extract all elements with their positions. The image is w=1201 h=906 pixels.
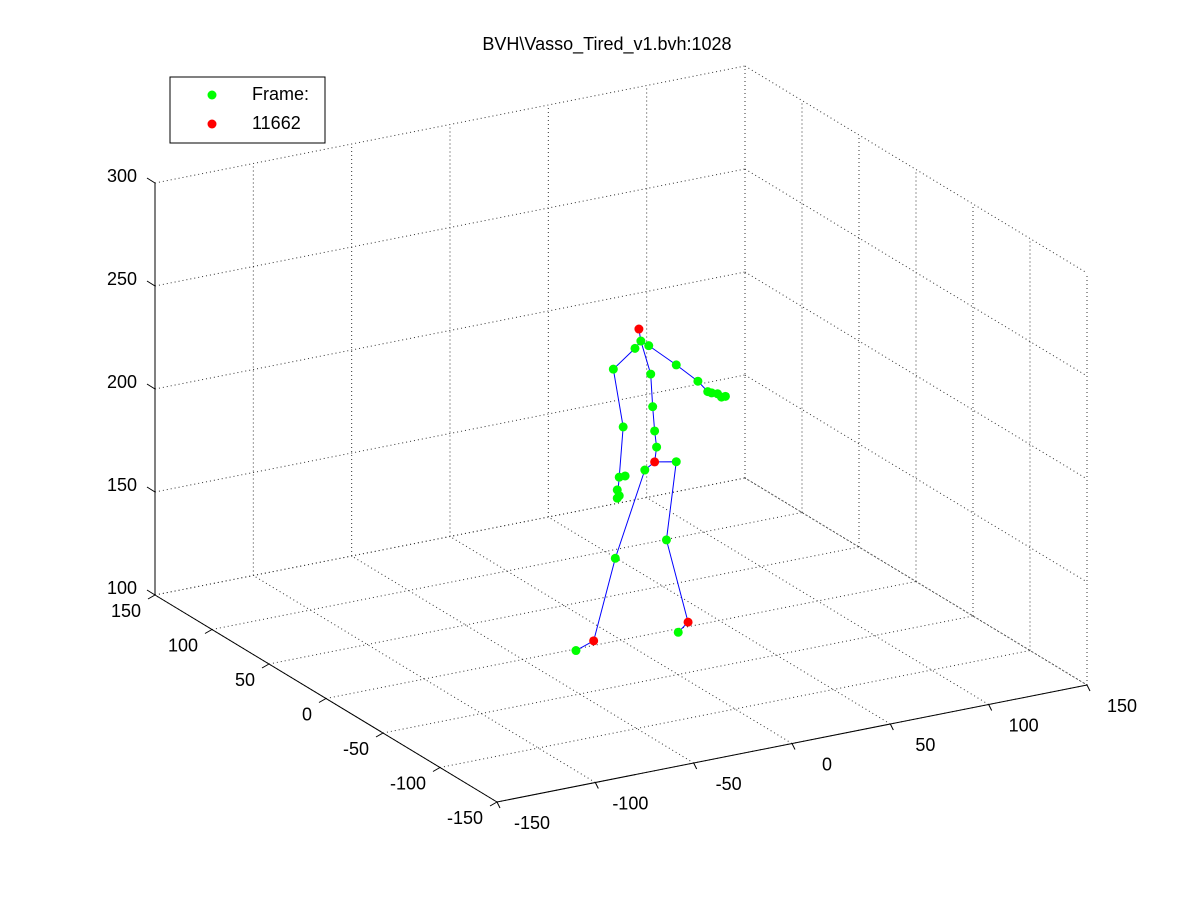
joint-marker xyxy=(612,493,622,503)
joint-marker xyxy=(650,426,660,436)
joint-marker xyxy=(640,465,650,475)
chart-title: BVH\Vasso_Tired_v1.bvh:1028 xyxy=(482,34,731,55)
joint-marker xyxy=(671,457,681,467)
x-tick xyxy=(496,801,501,809)
grid-line xyxy=(154,168,746,287)
x-tick xyxy=(1086,684,1091,692)
joint-marker xyxy=(671,360,681,370)
joint-marker xyxy=(693,376,703,386)
legend-marker xyxy=(207,90,217,100)
joint-marker xyxy=(618,422,628,432)
y-tick-label: 50 xyxy=(235,670,255,690)
y-tick xyxy=(147,594,156,600)
joint-marker xyxy=(620,471,630,481)
y-tick-label: -50 xyxy=(343,739,369,759)
joint-marker xyxy=(646,369,656,379)
x-tick xyxy=(988,704,993,711)
y-tick xyxy=(204,629,213,634)
z-tick xyxy=(146,486,156,493)
legend-box xyxy=(169,76,326,144)
joint-marker xyxy=(608,364,618,374)
joint-marker xyxy=(673,627,683,637)
z-tick-label: 100 xyxy=(107,578,137,598)
grid-line xyxy=(439,650,1031,768)
legend-label: 11662 xyxy=(252,113,301,133)
grid-line xyxy=(154,65,746,184)
legend-marker xyxy=(207,119,217,129)
z-tick-label: 250 xyxy=(107,269,137,289)
z-tick-label: 150 xyxy=(107,475,137,495)
x-tick-label: 0 xyxy=(822,754,832,774)
joint-marker xyxy=(720,391,730,401)
x-tick xyxy=(889,723,894,731)
y-tick xyxy=(489,801,498,807)
x-tick-label: -150 xyxy=(514,813,550,833)
joint-marker xyxy=(634,324,644,334)
joint-marker xyxy=(650,457,660,467)
joint-marker xyxy=(644,341,654,351)
joint-marker xyxy=(571,646,581,656)
z-tick xyxy=(146,280,156,287)
x-tick-label: -50 xyxy=(716,774,742,794)
grid-line xyxy=(154,477,746,596)
y-tick-label: 150 xyxy=(111,601,141,621)
legend: Frame: 11662 xyxy=(169,76,326,144)
x-tick-label: 100 xyxy=(1009,715,1039,735)
y-tick-label: -150 xyxy=(447,808,483,828)
y-tick xyxy=(375,732,384,738)
y-tick xyxy=(318,698,327,703)
grid-line xyxy=(268,546,860,665)
grid-line xyxy=(325,581,917,699)
x-tick-label: -100 xyxy=(612,793,648,813)
z-tick-label: 200 xyxy=(107,372,137,392)
x-tick xyxy=(693,762,698,770)
joint-marker xyxy=(589,636,599,646)
plot-area xyxy=(571,324,730,656)
grid-line xyxy=(154,271,746,390)
x-tick xyxy=(791,743,796,750)
z-tick xyxy=(146,383,156,390)
legend-label: Frame: xyxy=(252,84,309,104)
x-tick xyxy=(594,782,599,789)
y-tick xyxy=(432,767,441,772)
grid-line xyxy=(154,374,746,493)
joint-marker xyxy=(683,617,693,627)
y-tick-label: 100 xyxy=(168,635,198,655)
z-tick-label: 300 xyxy=(107,166,137,186)
y-tick-label: -100 xyxy=(390,773,426,793)
axes: -150 -100 -50 0 50 100 150 -150 -100 -50 0 50 100 150… xyxy=(107,166,1137,833)
joint-marker xyxy=(652,442,662,452)
joint-marker xyxy=(661,535,671,545)
y-tick xyxy=(261,663,270,669)
grid-line xyxy=(211,512,803,630)
joint-marker xyxy=(636,336,646,346)
y-tick-label: 0 xyxy=(302,704,312,724)
joint-marker xyxy=(648,402,658,412)
x-tick-label: 150 xyxy=(1107,696,1137,716)
grid-line xyxy=(382,615,974,734)
joint-marker xyxy=(610,553,620,563)
joint-marker xyxy=(630,343,640,353)
z-tick xyxy=(146,589,156,596)
z-tick xyxy=(146,177,156,184)
x-tick-label: 50 xyxy=(915,735,935,755)
